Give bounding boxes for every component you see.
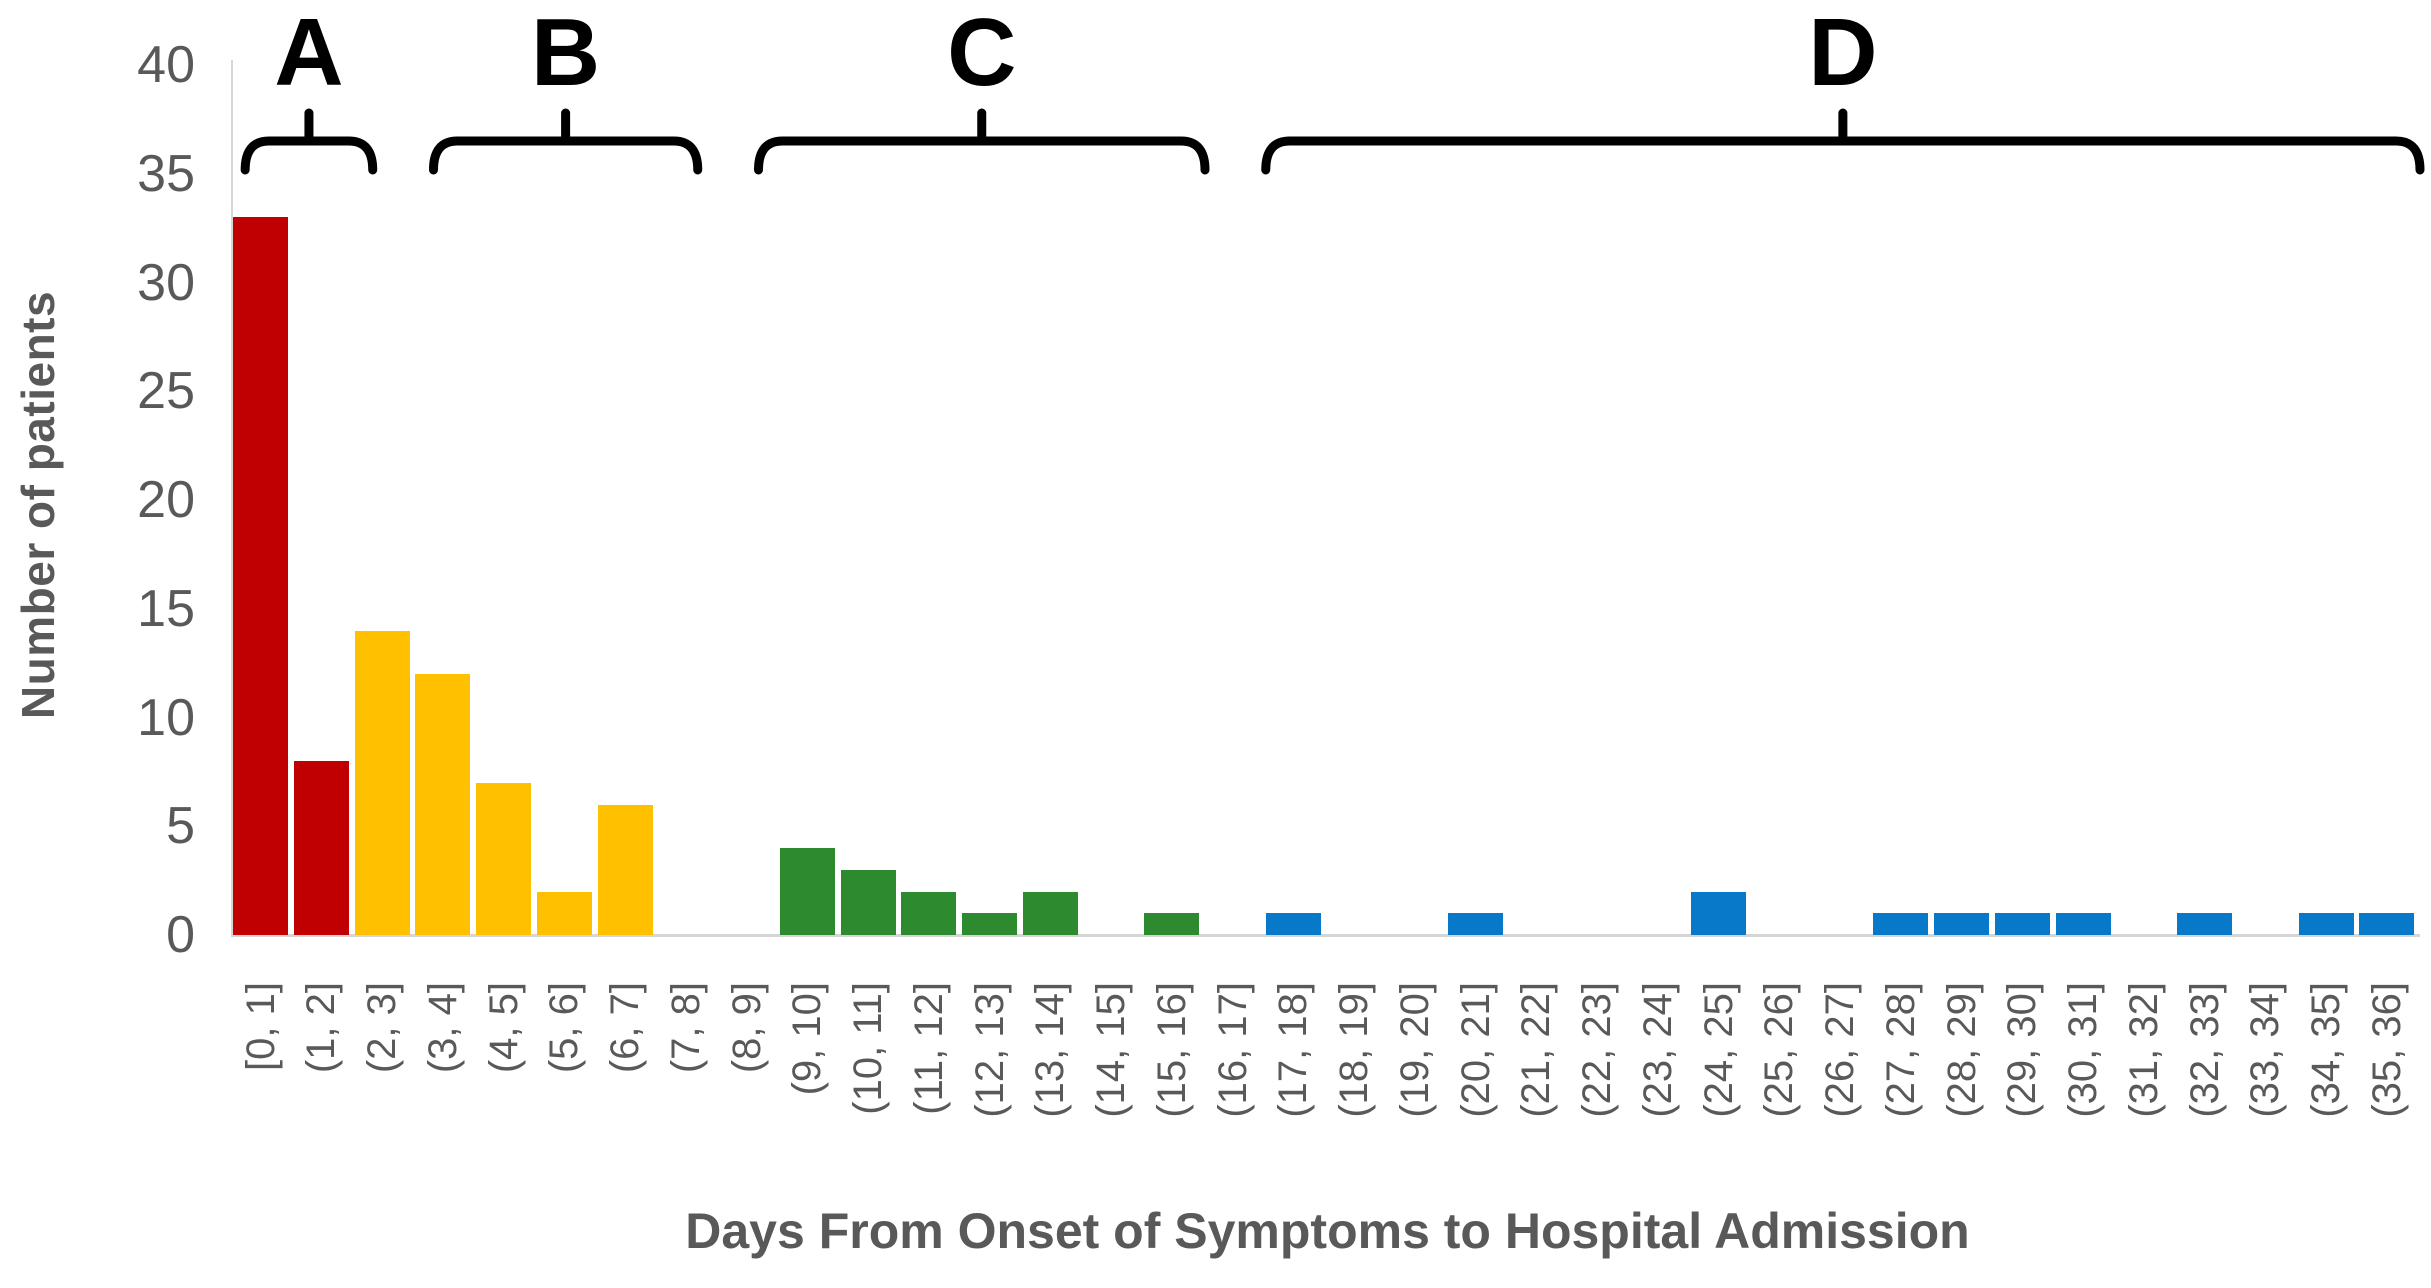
x-tick-label: (16, 17] [1210,982,1255,1118]
x-tick-label: (25, 26] [1757,982,1802,1118]
bar-(35, 36] [2359,913,2415,935]
bar-(11, 12] [901,891,957,935]
x-tick-label: (3, 4] [420,982,465,1074]
x-tick-label: (12, 13] [967,982,1012,1118]
bar-(28, 29] [1934,913,1989,935]
x-tick-label: (8, 9] [724,982,769,1074]
x-tick-label: (18, 19] [1332,982,1376,1118]
x-tick-label: (21, 22] [1514,982,1559,1118]
bar-(13, 14] [1022,891,1078,935]
bar-(30, 31] [2055,913,2111,935]
bar-(5, 6] [536,891,592,935]
x-tick-label: (9, 10] [785,982,830,1096]
x-tick-label: (11, 12] [906,982,951,1115]
x-tick-label: [0, 1] [238,982,283,1071]
y-tick-label: 5 [166,797,195,856]
y-tick-label: 15 [137,579,195,638]
group-label-A: A [274,0,344,106]
x-tick-label: (23, 24] [1635,982,1680,1118]
bar-(10, 11] [840,869,896,935]
x-tick-label: (27, 28] [1878,982,1923,1118]
group-label-B: B [530,0,601,106]
brace-A [240,108,378,175]
x-tick-label: (28, 29] [1939,982,1984,1118]
y-tick-label: 35 [137,144,195,203]
x-tick-label: (4, 5] [481,982,526,1074]
bar-(9, 10] [779,848,835,935]
y-tick-label: 10 [137,688,195,747]
bar-(32, 33] [2177,913,2232,935]
x-tick-label: (17, 18] [1271,982,1316,1118]
group-label-D: D [1808,0,1878,106]
x-tick-label: (35, 36] [2364,982,2409,1118]
x-tick-label: (1, 2] [299,982,344,1074]
y-tick-label: 25 [137,362,195,421]
x-tick-label: (20, 21] [1453,982,1498,1118]
bar-(2, 3] [354,630,410,935]
x-tick-label: (31, 32] [2121,982,2166,1118]
x-tick-label: (22, 23] [1575,982,1619,1118]
x-axis-title: Days From Onset of Symptoms to Hospital … [685,1203,1970,1259]
bar-[0, 1] [233,217,288,935]
x-tick-label: (26, 27] [1818,982,1862,1118]
bar-(3, 4] [415,674,471,935]
y-tick-label: 30 [137,253,195,312]
brace-D [1261,108,2425,175]
x-tick-label: (7, 8] [663,982,708,1074]
bar-(4, 5] [476,782,531,935]
x-tick-label: (13, 14] [1028,982,1073,1118]
x-axis-line [231,934,2420,937]
x-tick-label: (2, 3] [360,982,404,1074]
x-tick-label: (14, 15] [1089,982,1133,1118]
bar-(6, 7] [597,804,653,935]
bar-(17, 18] [1265,913,1321,935]
y-tick-label: 40 [137,36,195,94]
x-tick-label: (24, 25] [1696,982,1741,1118]
x-tick-label: (34, 35] [2304,982,2348,1118]
y-tick-label: 0 [166,906,195,964]
y-axis-line [231,60,233,935]
bar-(34, 35] [2298,913,2354,935]
x-tick-label: (5, 6] [542,982,587,1074]
x-tick-label: (10, 11] [846,982,890,1115]
y-axis-title: Number of patients [12,290,64,720]
bar-(27, 28] [1873,913,1929,935]
group-label-C: C [947,0,1017,106]
x-tick-label: (15, 16] [1149,982,1194,1118]
bar-(24, 25] [1691,891,1746,935]
bar-(15, 16] [1144,913,1200,935]
x-tick-label: (19, 20] [1392,982,1437,1118]
bar-(1, 2] [293,761,349,935]
bar-(12, 13] [962,913,1017,935]
y-tick-label: 20 [137,471,195,529]
x-tick-label: (29, 30] [2000,982,2045,1118]
brace-C [753,108,1210,175]
x-tick-label: (30, 31] [2061,982,2105,1118]
x-tick-label: (33, 34] [2243,982,2288,1118]
bar-(29, 30] [1994,913,2050,935]
x-tick-label: (6, 7] [603,982,647,1074]
bar-(20, 21] [1448,913,1503,935]
x-tick-label: (32, 33] [2182,982,2227,1118]
brace-B [428,108,703,175]
